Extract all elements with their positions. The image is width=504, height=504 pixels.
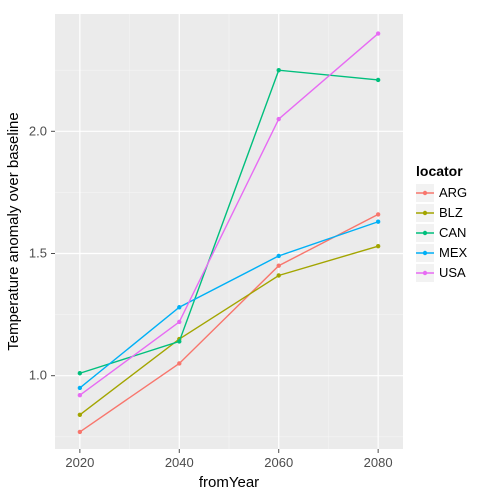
x-tick-labels: 2020 2040 2060 2080: [65, 455, 392, 470]
legend: locator ARG BLZ CAN MEX USA: [416, 163, 468, 282]
series-point-USA: [177, 320, 181, 324]
y-tick-label: 1.0: [29, 368, 47, 383]
series-point-BLZ: [376, 244, 380, 248]
series-point-CAN: [78, 371, 82, 375]
series-point-ARG: [177, 361, 181, 365]
series-point-ARG: [376, 212, 380, 216]
series-point-MEX: [177, 305, 181, 309]
series-point-BLZ: [277, 273, 281, 277]
series-point-USA: [376, 31, 380, 35]
y-tick-label: 1.5: [29, 245, 47, 260]
series-point-ARG: [277, 264, 281, 268]
series-point-CAN: [277, 68, 281, 72]
series-point-CAN: [376, 78, 380, 82]
chart-svg: 2020 2040 2060 2080 1.0 1.5 2.0 Temperature a…: [0, 0, 504, 504]
legend-label-BLZ: BLZ: [439, 205, 463, 220]
series-point-USA: [78, 393, 82, 397]
x-tick-label: 2080: [364, 455, 393, 470]
y-tick-labels: 1.0 1.5 2.0: [29, 123, 47, 382]
legend-label-MEX: MEX: [439, 245, 468, 260]
series-point-USA: [277, 117, 281, 121]
legend-title: locator: [416, 163, 463, 179]
y-tick-label: 2.0: [29, 123, 47, 138]
series-point-MEX: [78, 386, 82, 390]
series-point-CAN: [177, 339, 181, 343]
legend-label-USA: USA: [439, 265, 466, 280]
legend-label-CAN: CAN: [439, 225, 466, 240]
x-tick-label: 2040: [165, 455, 194, 470]
legend-label-ARG: ARG: [439, 185, 467, 200]
temperature-line-chart: 2020 2040 2060 2080 1.0 1.5 2.0 Temperature a…: [0, 0, 504, 504]
series-point-MEX: [376, 220, 380, 224]
series-point-ARG: [78, 430, 82, 434]
series-point-BLZ: [78, 413, 82, 417]
series-point-MEX: [277, 254, 281, 258]
y-axis-title: Temperature anomaly over baseline: [5, 112, 22, 350]
x-tick-label: 2020: [65, 455, 94, 470]
x-tick-label: 2060: [264, 455, 293, 470]
x-axis-title: fromYear: [199, 474, 259, 491]
